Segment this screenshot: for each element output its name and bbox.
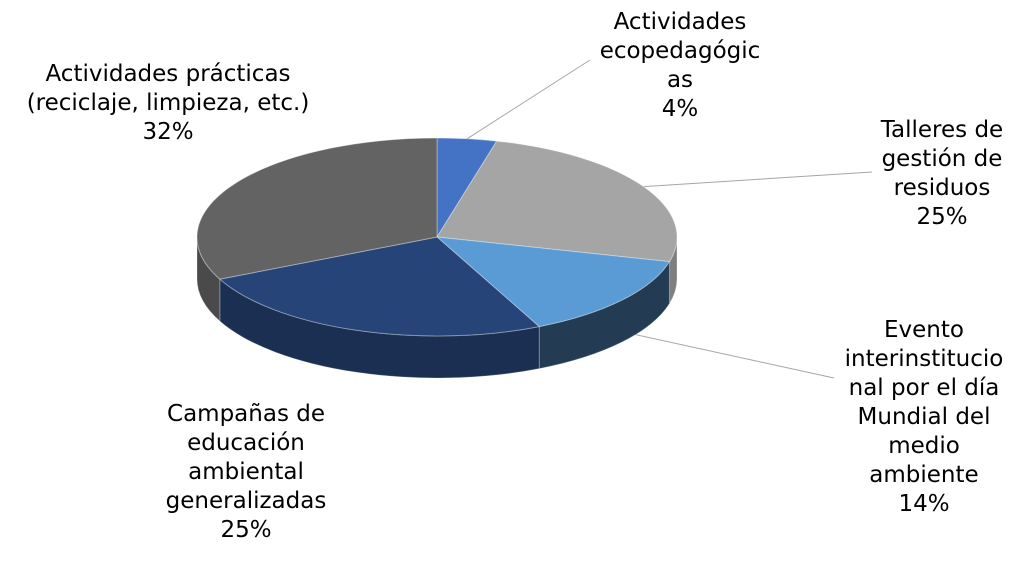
slice-percent: 14%	[898, 491, 950, 517]
slice-label-line: Actividades prácticas	[45, 61, 291, 87]
slice-label-line: Evento	[884, 317, 964, 343]
slice-percent: 25%	[220, 517, 272, 543]
slice-label-line: residuos	[893, 175, 991, 201]
label-evento-interinstitucional: Evento interinstitucio nal por el día Mu…	[826, 316, 1022, 519]
slice-label-line: Campañas de	[167, 401, 325, 427]
slice-label-line: ambiente	[869, 462, 979, 488]
pie-slice	[218, 236, 541, 337]
leader-line	[466, 59, 591, 140]
pie-slice	[436, 140, 678, 263]
pie-slice	[435, 236, 671, 328]
slice-label-line: (reciclaje, limpieza, etc.)	[26, 90, 310, 116]
slice-label-line: ecopedagógic	[599, 38, 761, 64]
pie-slice	[436, 137, 498, 239]
slice-label-line: as	[666, 67, 694, 93]
label-actividades-practicas: Actividades prácticas (reciclaje, limpie…	[4, 60, 332, 147]
slice-label-line: generalizadas	[165, 488, 327, 514]
pie-sides	[196, 236, 678, 379]
label-talleres-gestion-residuos: Talleres de gestión de residuos 25%	[862, 116, 1022, 232]
slice-label-line: Actividades	[613, 9, 747, 35]
slice-label-line: educación	[187, 430, 305, 456]
slice-label-line: Mundial del	[857, 404, 991, 430]
slice-percent: 4%	[661, 96, 699, 122]
slice-label-line: ambiental	[188, 459, 304, 485]
slice-label-line: gestión de	[881, 146, 1003, 172]
label-actividades-ecopedagogicas: Actividades ecopedagógic as 4%	[585, 8, 775, 124]
slice-label-line: medio	[888, 433, 960, 459]
label-campanas-educacion-ambiental: Campañas de educación ambiental generali…	[148, 400, 344, 545]
leader-line	[643, 171, 873, 188]
pie-slice	[196, 137, 438, 280]
leader-line	[621, 331, 835, 379]
slice-label-line: Talleres de	[880, 117, 1004, 143]
slice-label-line: interinstitucio	[844, 346, 1004, 372]
slice-percent: 32%	[142, 119, 194, 145]
pie-top	[196, 137, 678, 337]
slice-percent: 25%	[916, 204, 968, 230]
slice-label-line: nal por el día	[848, 375, 1000, 401]
leader-lines	[466, 59, 873, 379]
